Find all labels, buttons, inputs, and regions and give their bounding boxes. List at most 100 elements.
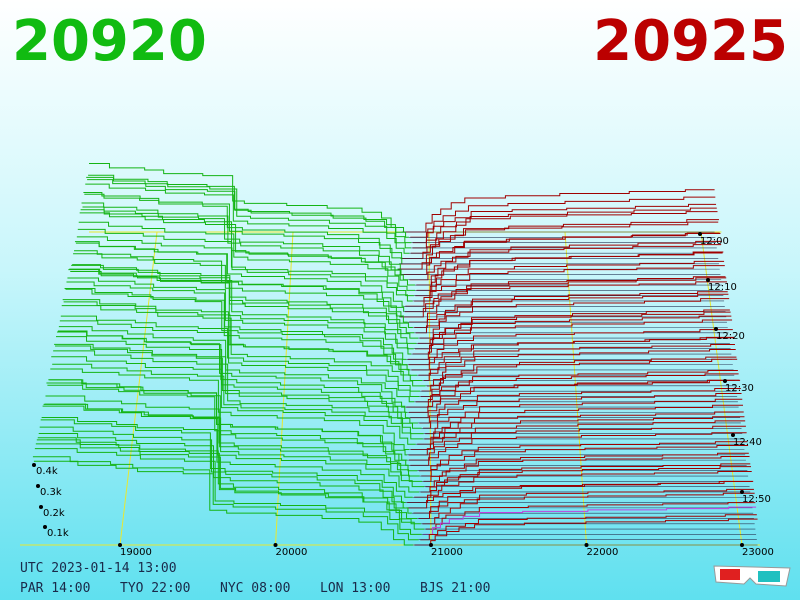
- bid-curve: [52, 363, 423, 440]
- ask-curve: [402, 221, 719, 260]
- bid-curve: [73, 253, 408, 323]
- bid-curve: [57, 330, 405, 408]
- tick-dot: [273, 543, 278, 547]
- tick-dot: [714, 327, 718, 331]
- bid-curve: [81, 202, 402, 275]
- bid-curve: [34, 448, 422, 535]
- time-label: 12:20: [716, 331, 745, 342]
- bid-curve: [35, 443, 425, 530]
- bid-curve: [87, 179, 412, 244]
- ask-curve: [423, 392, 742, 429]
- bid-curve: [32, 456, 413, 546]
- tick-dot: [698, 232, 702, 236]
- bid-curve: [79, 212, 415, 286]
- ask-curve: [425, 456, 750, 488]
- ask-curve: [405, 265, 725, 307]
- clock: PAR 14:00: [20, 581, 90, 596]
- ask-curve: [423, 506, 757, 535]
- depth-label: 0.1k: [47, 528, 69, 539]
- bid-curve: [46, 382, 418, 472]
- ask-curve: [414, 466, 751, 498]
- bid-curve: [88, 174, 409, 238]
- bid-curve: [65, 288, 408, 366]
- bid-curve: [74, 241, 405, 313]
- time-label: 12:30: [725, 383, 754, 394]
- bid-curve: [68, 269, 414, 350]
- ask-curve: [424, 404, 743, 440]
- ask-curve: [410, 211, 718, 254]
- tick-dot: [723, 379, 727, 383]
- ask-curve: [425, 398, 743, 435]
- tick-dot: [740, 543, 744, 547]
- price-label: 21000: [431, 547, 463, 558]
- ask-curve: [417, 411, 744, 445]
- bid-curve: [56, 331, 408, 413]
- ask-curve: [414, 518, 758, 546]
- bid-curve: [77, 228, 414, 297]
- bid-curve: [89, 162, 405, 233]
- ask-price: 20925: [593, 9, 788, 74]
- clock: BJS 21:00: [420, 581, 490, 596]
- bid-curve: [86, 176, 412, 249]
- bid-curve: [41, 417, 413, 498]
- bid-curve: [38, 433, 412, 514]
- bid-curve: [47, 384, 409, 466]
- ask-curve: [400, 277, 727, 318]
- bid-curve: [56, 336, 409, 419]
- bid-curve: [55, 345, 418, 424]
- bid-curve: [40, 419, 406, 504]
- bid-curve: [72, 264, 413, 328]
- bid-curve: [58, 326, 415, 403]
- price-label: 23000: [742, 547, 774, 558]
- bid-curve: [48, 379, 408, 461]
- bid-curve: [50, 368, 410, 451]
- bid-curve: [74, 250, 402, 318]
- bid-curve: [76, 236, 413, 302]
- tick-dot: [731, 433, 735, 437]
- depth-label: 0.3k: [40, 487, 62, 498]
- clock: TYO 22:00: [120, 581, 190, 596]
- depth-label: 0.2k: [43, 508, 65, 519]
- bid-curve: [71, 264, 415, 334]
- ask-curve: [407, 471, 752, 504]
- price-label: 20000: [276, 547, 308, 558]
- tick-dot: [584, 543, 589, 547]
- ask-curve: [420, 358, 738, 397]
- price-label: 22000: [587, 547, 619, 558]
- depth-curves: [32, 162, 758, 546]
- tick-dot: [118, 543, 122, 547]
- ask-curve: [407, 319, 733, 360]
- bid-curve: [37, 437, 418, 519]
- clock: NYC 08:00: [220, 581, 290, 596]
- price-label: 19000: [120, 547, 152, 558]
- bid-curve: [54, 343, 422, 429]
- bid-curve: [60, 315, 421, 392]
- ask-curve: [410, 432, 747, 466]
- ask-curve: [408, 329, 733, 366]
- ask-curve: [400, 219, 719, 265]
- depth-label: 0.4k: [36, 466, 58, 477]
- ask-curve: [410, 196, 716, 238]
- ask-curve: [420, 514, 757, 541]
- ask-curve: [422, 492, 755, 525]
- ask-curve: [400, 233, 721, 275]
- bid-curve: [53, 350, 424, 435]
- ask-curve: [412, 203, 717, 244]
- bid-curve: [42, 405, 420, 493]
- ask-curve: [408, 379, 740, 413]
- bid-curve: [45, 395, 420, 477]
- time-label: 12:50: [742, 494, 771, 505]
- bid-curve: [51, 356, 416, 445]
- glasses-icon: [713, 565, 791, 587]
- ask-curve: [409, 281, 727, 323]
- bid-curve: [70, 271, 419, 339]
- ask-curve: [418, 441, 748, 472]
- ask-curve: [410, 416, 745, 451]
- tick-dot: [706, 278, 710, 282]
- bid-curve: [62, 299, 423, 382]
- tick-dot: [36, 484, 40, 488]
- ask-curve: [419, 298, 730, 339]
- ask-curve: [421, 356, 737, 392]
- ask-curve: [404, 276, 726, 313]
